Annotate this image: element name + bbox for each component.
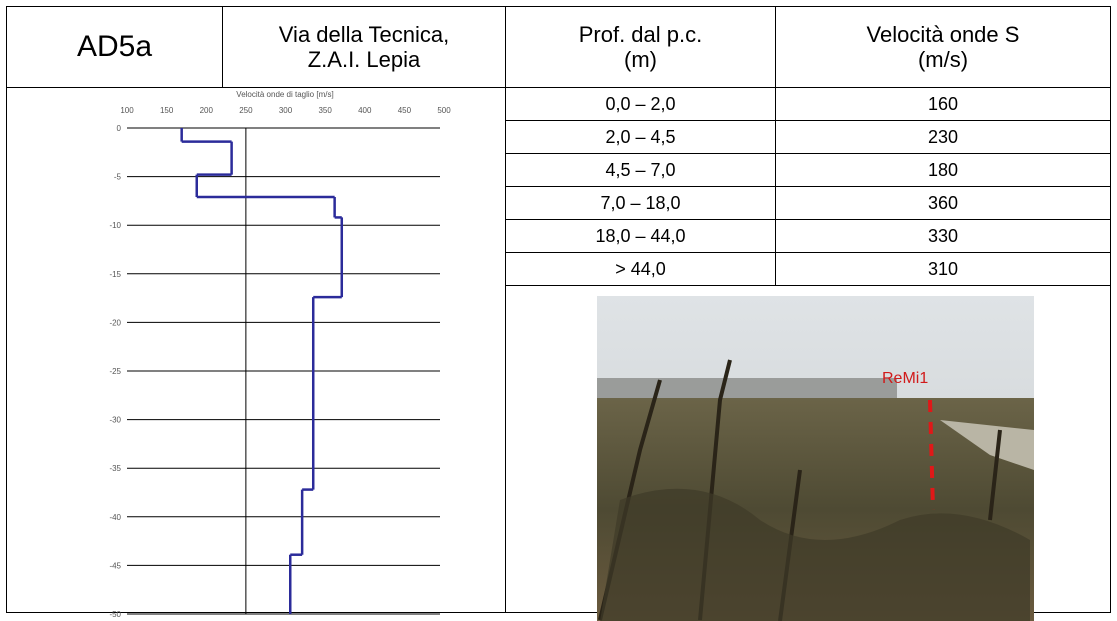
x-tick-label: 150 (160, 106, 174, 115)
y-tick-label: -50 (109, 610, 121, 619)
cell: 230 (775, 120, 1111, 154)
x-tick-label: 400 (358, 106, 372, 115)
y-tick-label: -10 (109, 221, 121, 230)
x-tick-label: 250 (239, 106, 253, 115)
y-tick-label: 0 (117, 124, 122, 133)
col-header: Velocità onde S (m/s) (775, 6, 1111, 88)
cell: 0,0 – 2,0 (505, 87, 776, 121)
cell: 360 (775, 186, 1111, 220)
chart-cell (6, 87, 506, 613)
x-tick-label: 300 (279, 106, 293, 115)
cell: > 44,0 (505, 252, 776, 286)
x-tick-label: 450 (398, 106, 412, 115)
cell: 310 (775, 252, 1111, 286)
y-tick-label: -30 (109, 416, 121, 425)
x-tick-label: 200 (200, 106, 214, 115)
cell: 330 (775, 219, 1111, 253)
site-code: AD5a (6, 6, 223, 88)
y-tick-label: -25 (109, 367, 121, 376)
y-tick-label: -45 (109, 561, 121, 570)
y-tick-label: -40 (109, 513, 121, 522)
x-tick-label: 500 (437, 106, 451, 115)
col-header: Prof. dal p.c. (m) (505, 6, 776, 88)
x-tick-label: 350 (318, 106, 332, 115)
cell: 7,0 – 18,0 (505, 186, 776, 220)
photo: ReMi1 (597, 296, 1034, 621)
x-tick-label: 100 (120, 106, 134, 115)
chart: Velocità onde di taglio [m/s] 100 150 200 2… (109, 90, 451, 619)
cell: 2,0 – 4,5 (505, 120, 776, 154)
y-tick-label: -15 (109, 270, 121, 279)
cell: 4,5 – 7,0 (505, 153, 776, 187)
y-tick-label: -20 (109, 318, 121, 327)
photo-label: ReMi1 (882, 370, 928, 387)
chart-title: Velocità onde di taglio [m/s] (236, 90, 333, 99)
location: Via della Tecnica, Z.A.I. Lepia (222, 6, 506, 88)
y-tick-label: -5 (114, 173, 122, 182)
y-tick-label: -35 (109, 464, 121, 473)
